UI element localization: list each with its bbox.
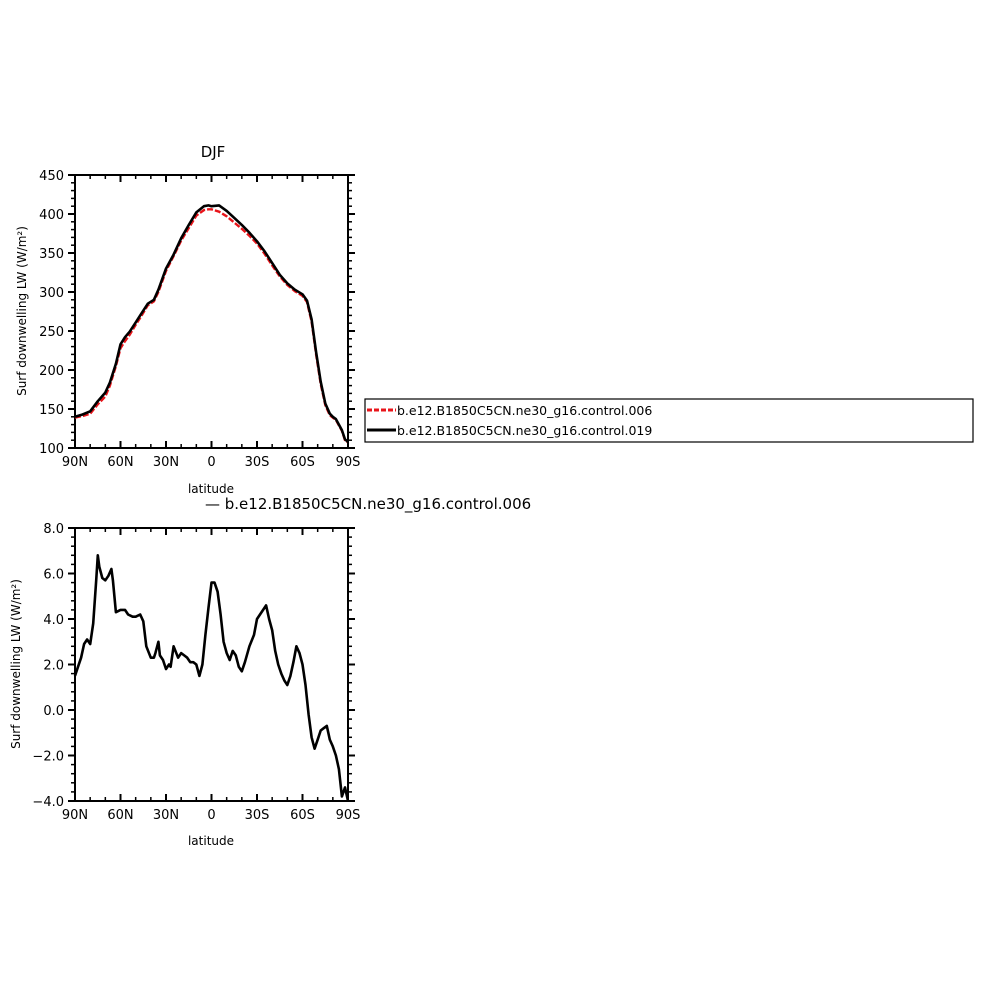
x-tick-label: 60N (107, 455, 133, 470)
bottom-x-axis-label: latitude (188, 834, 234, 848)
y-tick-label: 4.0 (43, 613, 64, 628)
x-tick-label: 0 (207, 808, 215, 823)
bottom-plot-frame (74, 527, 349, 802)
x-tick-label: 90N (62, 455, 88, 470)
x-tick-label: 30N (153, 455, 179, 470)
bottom-panel: — b.e12.B1850C5CN.ne30_g16.control.006 9… (9, 495, 531, 848)
legend-label-control-019: b.e12.B1850C5CN.ne30_g16.control.019 (397, 423, 652, 438)
bottom-panel-title: — b.e12.B1850C5CN.ne30_g16.control.006 (205, 495, 531, 514)
y-tick-label: 150 (39, 403, 64, 418)
x-tick-label: 30S (245, 808, 270, 823)
y-tick-label: −2.0 (32, 750, 64, 765)
series-line-0-1 (74, 204, 349, 443)
series-line-0-0 (74, 208, 349, 444)
bottom-ticks: 90N 60N 30N 0 30S 60S 90S −4.0 −2.0 0.0 2.0 4.0 6.0 8… (32, 522, 360, 823)
y-tick-label: 6.0 (43, 568, 64, 583)
top-series-lines (74, 204, 349, 444)
bottom-y-axis-label: Surf downwelling LW (W/m²) (9, 579, 23, 749)
y-tick-label: 300 (39, 286, 64, 301)
y-tick-label: 400 (39, 208, 64, 223)
y-tick-label: 200 (39, 364, 64, 379)
x-tick-label: 90S (336, 808, 361, 823)
y-tick-label: 0.0 (43, 704, 64, 719)
legend-box (364, 398, 974, 443)
legend-label-control-006: b.e12.B1850C5CN.ne30_g16.control.006 (397, 403, 652, 418)
top-panel-title: DJF (201, 143, 226, 161)
y-tick-label: 100 (39, 442, 64, 457)
series-line-1-0 (73, 554, 350, 802)
x-tick-label: 90S (336, 455, 361, 470)
y-tick-label: −4.0 (32, 795, 64, 810)
top-plot-frame (74, 174, 349, 449)
y-tick-label: 350 (39, 247, 64, 262)
y-tick-label: 8.0 (43, 522, 64, 537)
top-y-axis-label: Surf downwelling LW (W/m²) (15, 226, 29, 396)
x-tick-label: 60N (107, 808, 133, 823)
bottom-series-lines (73, 554, 350, 802)
legend: b.e12.B1850C5CN.ne30_g16.control.006 b.e… (364, 398, 974, 443)
x-tick-label: 90N (62, 808, 88, 823)
top-panel: DJF 90N 60N 30N 0 30S 60S 90S 100 150 200 250 300 35… (15, 143, 360, 496)
x-tick-label: 0 (207, 455, 215, 470)
x-tick-label: 30N (153, 808, 179, 823)
top-x-axis-label: latitude (188, 482, 234, 496)
y-tick-label: 450 (39, 169, 64, 184)
x-tick-label: 60S (290, 808, 315, 823)
x-tick-label: 60S (290, 455, 315, 470)
y-tick-label: 250 (39, 325, 64, 340)
x-tick-label: 30S (245, 455, 270, 470)
y-tick-label: 2.0 (43, 659, 64, 674)
top-ticks: 90N 60N 30N 0 30S 60S 90S 100 150 200 250 300 350 400… (39, 169, 360, 470)
